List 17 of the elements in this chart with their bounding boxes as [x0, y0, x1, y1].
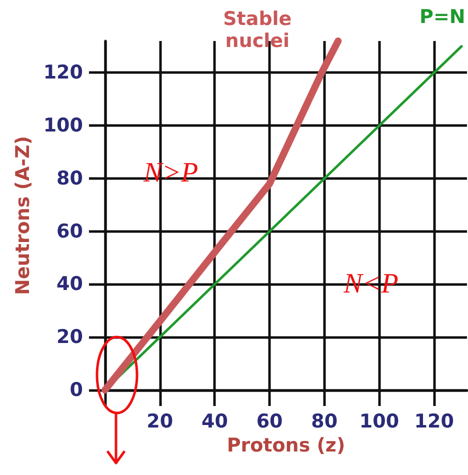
x-tick-label: 60	[256, 410, 283, 432]
x-tick-label: 40	[201, 410, 228, 432]
x-tick-label: 80	[311, 410, 338, 432]
x-tick-label: 20	[146, 410, 174, 432]
y-tick-label: 120	[43, 62, 83, 84]
y-axis-title: Neutrons (A-Z)	[12, 136, 34, 296]
y-tick-label: 100	[43, 114, 83, 137]
y-tick-label: 20	[56, 326, 83, 348]
y-tick-label: 60	[56, 220, 83, 242]
x-tick-label: 100	[359, 410, 400, 432]
x-axis-title: Protons (z)	[226, 434, 346, 456]
y-tick-label: 40	[56, 273, 83, 296]
series-label: P=N	[420, 6, 466, 28]
y-tick-label: 80	[56, 167, 83, 190]
y-tick-label: 0	[70, 379, 83, 401]
x-tick-label: 120	[414, 410, 454, 432]
series-label: Stable nuclei	[223, 8, 292, 52]
